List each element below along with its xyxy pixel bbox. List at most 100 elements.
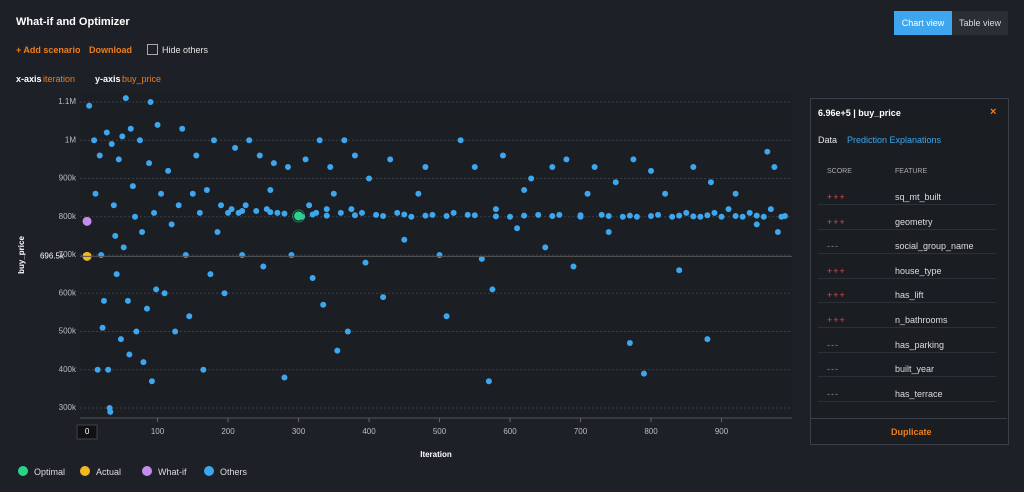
- point: [153, 286, 160, 293]
- x-tick-label: 200: [221, 427, 235, 436]
- point: [200, 366, 207, 373]
- x-value-label: 0: [85, 427, 90, 436]
- point: [648, 167, 655, 174]
- chart: 300k 400k 500k 600k 700k 800k 900k 1M 1.1M 100 200…: [17, 95, 792, 460]
- download[interactable]: Download: [89, 45, 132, 55]
- title: What-if and Optimizer: [16, 16, 130, 28]
- point: [124, 297, 131, 304]
- x-axis-title: Iteration: [420, 450, 452, 459]
- point: [732, 190, 739, 197]
- score: +++: [827, 290, 846, 301]
- point: [380, 212, 387, 219]
- point: [351, 212, 358, 219]
- point: [478, 255, 485, 262]
- x-tick-label: 700: [574, 427, 588, 436]
- point: [612, 179, 619, 186]
- legend-swatch: [142, 466, 152, 476]
- point: [103, 129, 110, 136]
- optimal-ring: [292, 209, 306, 223]
- point: [94, 366, 101, 373]
- point: [217, 202, 224, 209]
- point: [281, 210, 288, 217]
- x-axis-select[interactable]: iteration: [43, 74, 76, 84]
- x-tick-label: 900: [715, 427, 729, 436]
- point: [591, 163, 598, 170]
- point: [274, 209, 281, 216]
- point: [753, 221, 760, 228]
- point: [179, 125, 186, 132]
- tab-explanations[interactable]: Prediction Explanations: [847, 135, 942, 145]
- point: [489, 286, 496, 293]
- point: [105, 366, 112, 373]
- point: [746, 209, 753, 216]
- x-tick-label: 100: [151, 427, 165, 436]
- point: [570, 263, 577, 270]
- point: [86, 102, 93, 109]
- point: [270, 160, 277, 167]
- point: [443, 212, 450, 219]
- point: [148, 378, 155, 385]
- row: [818, 228, 996, 230]
- point: [408, 213, 415, 220]
- point: [323, 212, 330, 219]
- hide-others[interactable]: Hide others: [162, 45, 209, 55]
- point: [306, 202, 313, 209]
- point: [323, 206, 330, 213]
- point: [98, 252, 105, 258]
- point: [112, 232, 119, 239]
- point: [394, 209, 401, 216]
- table-view-button[interactable]: Table view: [952, 11, 1008, 35]
- point: [563, 156, 570, 163]
- point: [288, 252, 295, 258]
- point: [436, 252, 443, 258]
- point: [492, 213, 499, 220]
- point: [253, 207, 260, 214]
- point: [422, 212, 429, 219]
- y-axis-title: buy_price: [17, 236, 26, 274]
- point: [294, 211, 304, 221]
- point: [549, 163, 556, 170]
- point: [774, 229, 781, 236]
- point: [655, 211, 662, 218]
- point: [690, 213, 697, 220]
- point: [348, 206, 355, 213]
- point: [110, 202, 117, 209]
- point: [147, 98, 154, 105]
- row: [818, 204, 996, 205]
- point: [464, 211, 471, 218]
- feature: has_terrace: [895, 388, 943, 399]
- point: [711, 209, 718, 216]
- checkbox[interactable]: [147, 44, 158, 55]
- add-scenario[interactable]: + Add scenario: [16, 45, 81, 55]
- point: [136, 137, 143, 144]
- point: [457, 137, 464, 144]
- point: [626, 340, 633, 347]
- point: [619, 213, 626, 220]
- point: [256, 152, 263, 159]
- point: [260, 263, 267, 270]
- point: [344, 328, 351, 335]
- point: [267, 186, 274, 193]
- x-tick-label: 400: [362, 427, 376, 436]
- point: [521, 186, 528, 193]
- chart-view-button[interactable]: Chart view: [894, 11, 952, 35]
- row: [818, 253, 996, 255]
- point: [704, 212, 711, 219]
- point: [640, 370, 647, 377]
- point: [334, 347, 341, 354]
- duplicate[interactable]: Duplicate: [891, 427, 932, 437]
- point: [351, 152, 358, 159]
- score: ---: [827, 241, 839, 252]
- point: [139, 229, 146, 236]
- point: [175, 202, 182, 209]
- tab-data[interactable]: Data: [818, 135, 838, 145]
- close[interactable]: ×: [990, 106, 997, 118]
- legend-swatch: [80, 466, 90, 476]
- point: [337, 209, 344, 216]
- point: [707, 179, 714, 186]
- row: [818, 302, 996, 304]
- point: [366, 175, 373, 182]
- y-axis-select[interactable]: buy_price: [122, 74, 162, 84]
- point: [683, 209, 690, 216]
